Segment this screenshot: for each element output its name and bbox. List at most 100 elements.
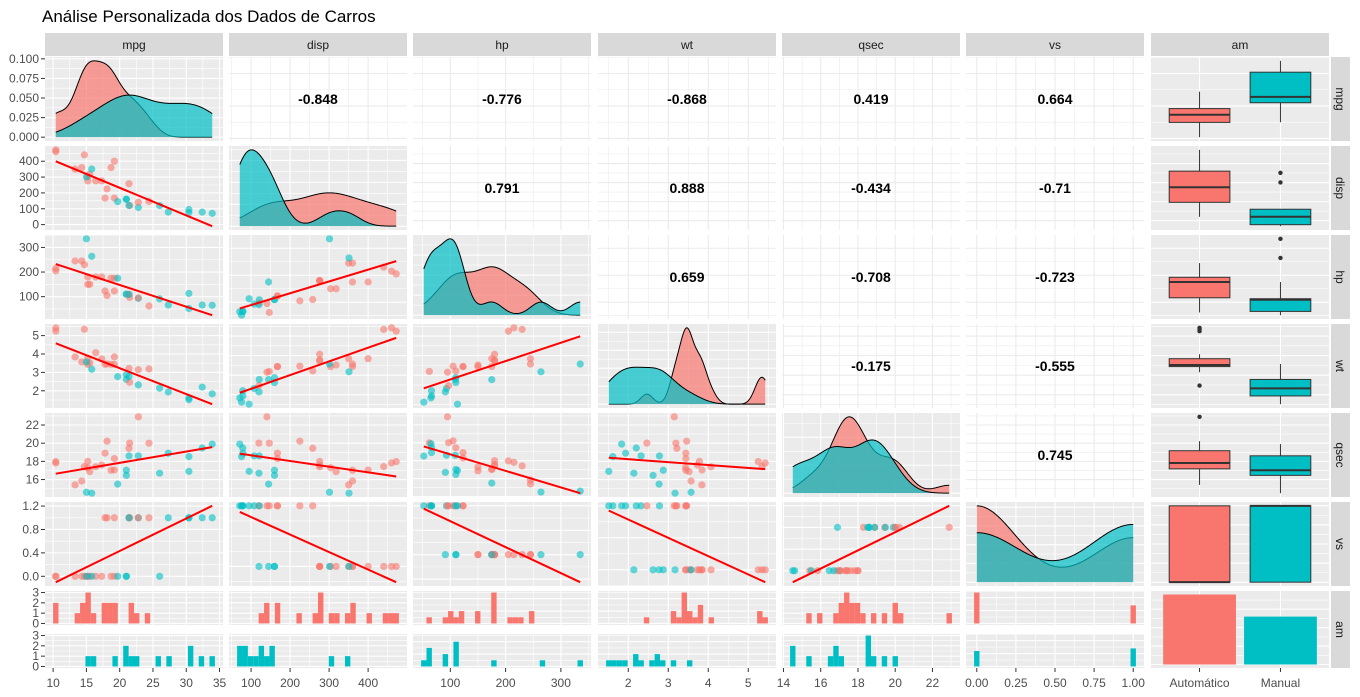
scatter-point (459, 362, 467, 371)
scatter-point (270, 562, 279, 571)
histogram-bar (491, 660, 497, 667)
scatter-point (325, 235, 334, 243)
scatter-point (526, 551, 535, 559)
column-strip (229, 33, 407, 56)
scatter-point (263, 413, 271, 421)
scatter-point (630, 566, 638, 574)
scatter-point (758, 566, 766, 574)
scatter-point (255, 388, 263, 396)
regression-line (423, 445, 581, 495)
scatter-point (670, 502, 678, 510)
histogram-bar (670, 611, 677, 624)
histogram-bar (643, 617, 650, 624)
histogram-bar (865, 635, 871, 667)
scatter-point (441, 468, 449, 476)
x-tick-label: 3 (665, 676, 672, 690)
scatter-point (125, 452, 133, 460)
scatter-point (474, 463, 482, 471)
scatter-point (122, 572, 130, 580)
scatter-point (671, 489, 679, 497)
scatter-point (208, 390, 216, 398)
scatter-point (88, 572, 96, 580)
x-tick-label: 100 (440, 676, 460, 690)
density-area-manual (239, 149, 397, 227)
density-area-manual (976, 524, 1134, 583)
scatter-point (332, 468, 340, 476)
scatter-point (649, 566, 657, 574)
x-tick-label: 1.00 (1122, 676, 1146, 690)
column-strip-label: am (1232, 38, 1249, 52)
histogram-bar (328, 656, 335, 667)
scatter-point (474, 551, 482, 559)
panel-background (229, 502, 407, 586)
scatter-point (453, 400, 462, 408)
x-tick-label: Manual (1261, 676, 1300, 690)
y-tick-label: 0.8 (22, 522, 39, 536)
histogram-bar (442, 654, 449, 667)
scatter-point (255, 439, 263, 447)
scatter-point (84, 457, 92, 465)
scatter-point (871, 523, 879, 531)
scatter-point (622, 502, 630, 510)
scatter-point (164, 514, 172, 522)
outlier-point (1197, 327, 1202, 332)
scatter-point (655, 452, 664, 460)
scatter-point (245, 502, 253, 510)
y-tick-label: 1.2 (22, 499, 39, 513)
scatter-point (387, 267, 396, 275)
scatter-point (420, 398, 428, 406)
scatter-point (488, 355, 496, 363)
histogram-bar (606, 660, 612, 667)
scatter-point (687, 477, 695, 485)
scatter-point (296, 437, 304, 445)
regression-line (608, 456, 766, 471)
scatter-point (125, 372, 133, 381)
y-tick-label: 3 (32, 629, 39, 643)
correlation-value: 0.745 (1037, 447, 1072, 463)
scatter-point (208, 209, 216, 217)
y-tick-label: 100 (19, 202, 39, 216)
regression-line (423, 507, 581, 584)
bar-manual (1244, 616, 1317, 665)
scatter-point (145, 514, 153, 522)
histogram-bar (616, 660, 623, 667)
panel-background (413, 413, 591, 497)
scatter-point (655, 566, 663, 574)
x-tick-label: 35 (213, 676, 227, 690)
y-tick-label: 18 (26, 454, 40, 468)
scatter-point (325, 562, 334, 571)
scatter-point (364, 355, 372, 363)
histogram-bar (264, 656, 270, 667)
panel-background (782, 235, 960, 319)
scatter-point (695, 457, 704, 465)
scatter-point (488, 479, 496, 487)
histogram-bar (242, 645, 248, 667)
histogram-bar (269, 645, 275, 667)
scatter-point (754, 457, 762, 466)
y-tick-label: 0.050 (9, 91, 39, 105)
histogram-bar (649, 660, 655, 667)
scatter-point (504, 327, 512, 335)
scatter-point (836, 567, 844, 575)
column-strip (45, 33, 223, 56)
histogram-bar (849, 602, 855, 624)
histogram-bar (697, 604, 704, 624)
scatter-point (443, 413, 452, 421)
scatter-point (630, 469, 638, 477)
scatter-point (92, 349, 100, 357)
x-tick-label: 0.00 (965, 676, 989, 690)
scatter-point (185, 396, 193, 404)
histogram-bar (123, 645, 129, 667)
histogram-bar (806, 656, 812, 667)
density-outline (608, 366, 766, 405)
column-strip (1151, 33, 1329, 56)
scatter-point (134, 413, 142, 421)
scatter-point (427, 440, 435, 448)
scatter-point (265, 439, 273, 447)
scatter-point (443, 368, 452, 376)
regression-line (239, 336, 397, 394)
scatter-point (110, 455, 118, 463)
scatter-point (459, 449, 467, 457)
scatter-point (387, 324, 396, 332)
panel-background (45, 324, 223, 408)
